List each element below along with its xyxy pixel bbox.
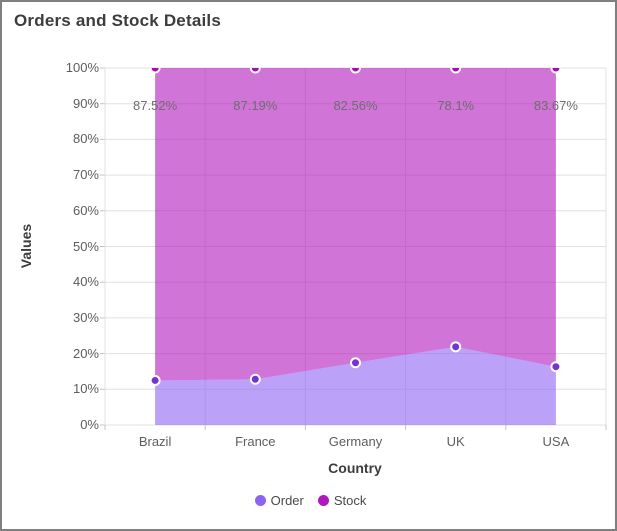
x-axis-label: UK — [446, 434, 465, 449]
x-axis-label: Germany — [328, 434, 383, 449]
data-label: 87.52% — [133, 98, 178, 113]
data-label: 82.56% — [333, 98, 378, 113]
y-axis-label: 70% — [72, 167, 99, 183]
marker-stock-uk[interactable] — [450, 64, 462, 74]
data-label: 87.19% — [233, 98, 278, 113]
y-axis-label: 20% — [72, 345, 99, 361]
legend: Order Stock — [2, 493, 615, 508]
data-label: 78.1% — [437, 98, 475, 113]
y-axis-label: 30% — [72, 309, 99, 325]
legend-swatch-icon — [317, 495, 329, 506]
legend-item-stock[interactable]: Stock — [317, 493, 367, 508]
marker-stock-usa[interactable] — [550, 64, 562, 74]
x-axis-label: France — [235, 434, 276, 449]
marker-order-usa[interactable] — [550, 361, 562, 373]
marker-stock-france[interactable] — [249, 64, 261, 74]
legend-swatch-icon — [254, 495, 266, 506]
series-area-stock — [155, 68, 556, 381]
y-axis-title: Values — [18, 223, 34, 269]
y-axis-label: 50% — [72, 238, 99, 254]
x-axis-label: USA — [542, 434, 570, 449]
y-axis-label: 100% — [65, 60, 99, 75]
x-axis-label: Brazil — [138, 434, 172, 449]
y-axis-label: 10% — [72, 381, 99, 397]
marker-order-uk[interactable] — [450, 341, 462, 353]
y-axis-label: 80% — [72, 131, 99, 147]
marker-order-france[interactable] — [249, 373, 261, 385]
series-area-order — [155, 346, 556, 425]
marker-order-brazil[interactable] — [149, 374, 161, 386]
legend-item-order[interactable]: Order — [254, 493, 304, 508]
legend-label: Stock — [333, 493, 367, 508]
data-label: 83.67% — [533, 98, 578, 113]
y-axis-label: 90% — [72, 95, 99, 111]
y-axis-label: 0% — [80, 417, 99, 432]
y-axis-label: 60% — [72, 202, 99, 218]
marker-stock-germany[interactable] — [350, 64, 361, 74]
x-axis-title: Country — [328, 460, 382, 476]
chart-title: Orders and Stock Details — [14, 11, 221, 30]
legend-label: Order — [270, 493, 304, 508]
y-axis-label: 40% — [72, 274, 99, 290]
marker-stock-brazil[interactable] — [149, 64, 161, 74]
marker-order-germany[interactable] — [350, 357, 361, 369]
